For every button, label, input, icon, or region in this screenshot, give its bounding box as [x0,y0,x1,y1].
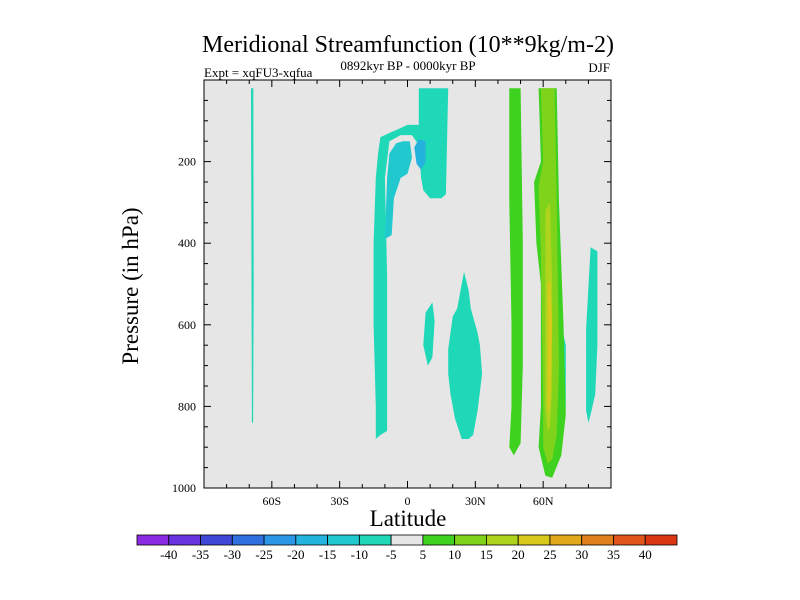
contour-region-4 [586,247,598,423]
colorbar-label: 40 [639,547,652,562]
x-axis-ticks: 60S 30S 0 30N 60N [226,80,589,508]
y-tick-label: 1000 [172,481,196,495]
chart-title: Meridional Streamfunction (10**9kg/m-2) [202,32,614,58]
colorbar-swatch [231,534,265,546]
colorbar-swatch [644,534,678,546]
colorbar-label: -30 [224,547,241,562]
y-tick-label: 800 [178,399,196,413]
colorbar-swatch [422,534,456,546]
colorbar-label: 10 [448,547,461,562]
colorbar-label: -15 [319,547,336,562]
experiment-label: Expt = xqFU3-xqfua [204,65,313,80]
colorbar-swatch [613,534,646,546]
x-tick-label: 0 [405,494,411,508]
colorbar-label: 25 [543,547,556,562]
x-tick-label: 60S [262,494,281,508]
period-label: 0892kyr BP - 0000kyr BP [340,58,475,73]
colorbar-swatch [454,534,487,546]
season-label: DJF [588,60,610,75]
colorbar-label: 20 [512,547,525,562]
contour-region-8 [509,88,523,456]
contour-region-3 [448,271,483,439]
colorbar-swatch [549,534,583,546]
colorbar-swatch [327,534,360,546]
colorbar-swatch [263,534,297,546]
colorbar-swatch [517,534,551,546]
contour-regions [251,88,598,478]
y-tick-label: 400 [178,236,196,250]
colorbar-label: -25 [255,547,272,562]
colorbar-swatch [168,534,201,546]
colorbar-swatch [136,534,170,546]
colorbar-label: 35 [607,547,620,562]
contour-region-2 [423,302,435,366]
colorbar: -40 -35 -30 -25 -20 -15 -10 -5 5 10 15 20 25 30 35 40 [136,534,678,562]
colorbar-label: 30 [575,547,588,562]
colorbar-label: 15 [480,547,493,562]
y-tick-label: 200 [178,155,196,169]
contour-region-12 [547,279,553,415]
colorbar-swatch [295,534,328,546]
colorbar-label: -35 [192,547,209,562]
y-axis-label: Pressure (in hPa) [118,207,143,364]
colorbar-label: -5 [386,547,397,562]
x-tick-label: 30S [330,494,349,508]
colorbar-label: -10 [351,547,368,562]
y-tick-label: 600 [178,318,196,332]
x-tick-label: 30N [465,494,486,508]
y-axis-ticks: 200 400 600 800 1000 [172,99,611,495]
colorbar-label: -40 [160,547,177,562]
x-axis-label: Latitude [370,506,447,531]
colorbar-swatch [358,534,392,546]
colorbar-swatch [390,534,424,546]
contour-region-6 [384,141,412,240]
colorbar-label: 5 [420,547,427,562]
contour-region-7 [414,139,426,170]
colorbar-label: -20 [287,547,304,562]
contour-region-0 [251,88,254,423]
contour-region-1 [373,88,449,439]
colorbar-swatch [200,534,233,546]
x-tick-label: 60N [533,494,554,508]
colorbar-swatch [486,534,519,546]
colorbar-swatch [581,534,614,546]
